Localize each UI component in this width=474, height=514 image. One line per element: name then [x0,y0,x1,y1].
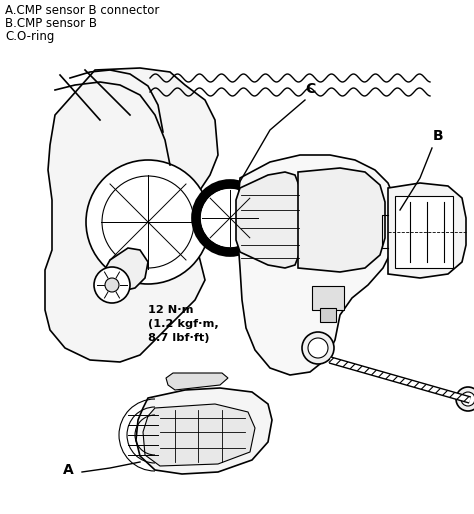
Text: 12 N·m
(1.2 kgf·m,
8.7 lbf·ft): 12 N·m (1.2 kgf·m, 8.7 lbf·ft) [148,305,219,343]
Text: A.CMP sensor B connector: A.CMP sensor B connector [5,4,159,17]
Bar [395,196,453,268]
Polygon shape [298,168,385,272]
Text: B: B [433,129,443,143]
Polygon shape [236,172,300,268]
Circle shape [302,332,334,364]
Circle shape [201,189,259,247]
Polygon shape [100,248,148,292]
Circle shape [102,176,194,268]
Polygon shape [143,404,255,466]
Circle shape [86,160,210,284]
Circle shape [456,387,474,411]
Polygon shape [136,388,272,474]
Polygon shape [166,373,228,390]
Text: C.O-ring: C.O-ring [5,30,55,43]
Polygon shape [45,68,218,362]
Bar [312,286,344,310]
Circle shape [105,278,119,292]
Polygon shape [238,155,396,375]
Circle shape [94,267,130,303]
Text: B.CMP sensor B: B.CMP sensor B [5,17,97,30]
Circle shape [308,338,328,358]
Circle shape [461,392,474,406]
Circle shape [196,184,264,252]
Bar [320,308,336,322]
Text: C: C [305,82,315,96]
Polygon shape [388,183,466,278]
Text: A: A [63,463,73,477]
